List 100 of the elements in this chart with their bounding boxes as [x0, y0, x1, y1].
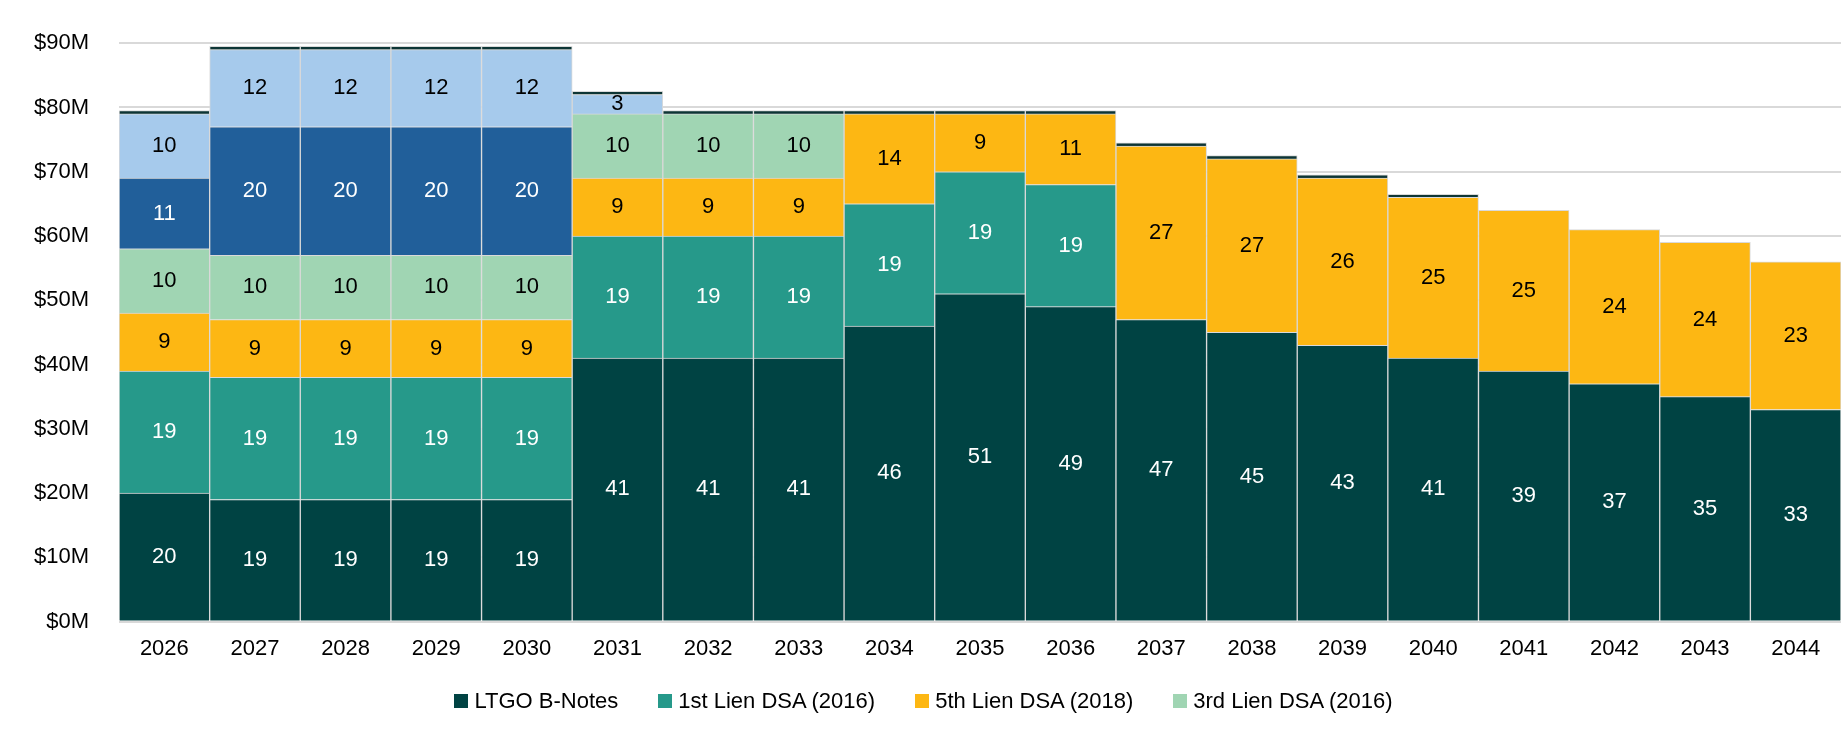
data-label: 12 — [333, 74, 358, 100]
data-label: 20 — [423, 177, 449, 203]
data-label: 47 — [1149, 456, 1174, 482]
data-label: 9 — [611, 193, 624, 219]
x-tick-label: 2038 — [1227, 634, 1277, 660]
y-tick-label: $40M — [33, 350, 90, 376]
data-label: 19 — [423, 424, 449, 450]
y-tick-label: $60M — [33, 222, 90, 248]
data-label: 23 — [1783, 321, 1808, 347]
x-tick-label: 2033 — [774, 634, 824, 660]
x-tick-label: 2032 — [683, 634, 733, 660]
y-tick-label: $70M — [33, 157, 90, 183]
data-label: 19 — [605, 283, 630, 309]
x-tick-label: 2042 — [1589, 634, 1639, 660]
y-tick-label: $50M — [33, 286, 90, 312]
data-label: 27 — [1149, 218, 1174, 244]
data-label: 19 — [786, 283, 811, 309]
data-label: 19 — [333, 546, 358, 572]
data-label: 12 — [423, 74, 449, 100]
data-label: 10 — [152, 267, 177, 293]
x-tick-label: 2041 — [1499, 634, 1549, 660]
data-label: 10 — [152, 132, 177, 158]
data-label: 10 — [786, 132, 811, 158]
x-tick-label: 2026 — [139, 634, 189, 660]
data-label: 3 — [611, 90, 624, 116]
y-tick-label: $30M — [33, 414, 90, 440]
data-label: 20 — [333, 177, 358, 203]
data-label: 25 — [1511, 276, 1537, 302]
data-label: 19 — [695, 283, 721, 309]
data-label: 10 — [242, 273, 268, 299]
data-label: 19 — [1058, 231, 1083, 257]
x-tick-label: 2031 — [593, 634, 642, 660]
data-label: 10 — [423, 273, 449, 299]
data-label: 19 — [333, 424, 358, 450]
legend-label: 5th Lien DSA (2018) — [935, 688, 1134, 714]
data-label: 10 — [605, 132, 630, 158]
data-label: 19 — [967, 218, 993, 244]
y-tick-label: $80M — [33, 93, 90, 119]
legend-label: LTGO B-Notes — [474, 688, 619, 714]
data-label: 9 — [248, 334, 262, 360]
data-label: 26 — [1330, 247, 1355, 273]
data-label: 19 — [877, 250, 902, 276]
data-label: 20 — [242, 177, 268, 203]
data-label: 33 — [1783, 501, 1808, 527]
data-label: 51 — [967, 443, 993, 469]
x-tick-label: 2040 — [1408, 634, 1458, 660]
data-label: 24 — [1692, 305, 1718, 331]
data-label: 27 — [1239, 231, 1265, 257]
data-label: 9 — [702, 193, 715, 219]
data-label: 19 — [514, 546, 540, 572]
data-label: 19 — [423, 546, 449, 572]
x-tick-label: 2027 — [230, 634, 280, 660]
x-tick-label: 2034 — [864, 634, 914, 660]
data-label: 41 — [605, 475, 630, 501]
x-tick-label: 2028 — [321, 634, 371, 660]
data-label: 20 — [152, 542, 177, 568]
data-label: 41 — [695, 475, 721, 501]
data-label: 20 — [514, 177, 540, 203]
legend-label: 3rd Lien DSA (2016) — [1193, 688, 1393, 714]
x-tick-label: 2030 — [502, 634, 552, 660]
data-label: 49 — [1058, 449, 1083, 475]
data-label: 46 — [877, 459, 902, 485]
x-tick-label: 2044 — [1771, 634, 1821, 660]
legend-label: 1st Lien DSA (2016) — [678, 688, 876, 714]
data-label: 19 — [242, 424, 268, 450]
data-label: 10 — [333, 273, 358, 299]
data-label: 19 — [514, 424, 540, 450]
x-tick-label: 2029 — [411, 634, 461, 660]
data-label: 10 — [514, 273, 540, 299]
data-label: 9 — [430, 334, 443, 360]
data-label: 43 — [1330, 468, 1355, 494]
y-tick-label: $10M — [33, 543, 90, 569]
data-label: 12 — [242, 74, 268, 100]
data-label: 24 — [1602, 292, 1627, 318]
data-label: 9 — [973, 128, 987, 154]
data-label: 11 — [1059, 135, 1083, 161]
data-label: 9 — [792, 193, 805, 219]
x-tick-label: 2036 — [1046, 634, 1096, 660]
data-label: 35 — [1692, 494, 1718, 520]
y-tick-label: $90M — [33, 29, 90, 55]
x-tick-label: 2043 — [1680, 634, 1730, 660]
data-label: 19 — [152, 418, 177, 444]
data-label: 9 — [339, 334, 352, 360]
data-label: 39 — [1511, 481, 1537, 507]
data-label: 19 — [242, 546, 268, 572]
data-label: 41 — [786, 475, 811, 501]
y-tick-label: $0M — [46, 607, 90, 633]
data-label: 12 — [514, 74, 540, 100]
x-tick-label: 2037 — [1136, 634, 1186, 660]
data-label: 9 — [158, 328, 171, 354]
data-label: 25 — [1420, 263, 1446, 289]
data-label: 10 — [695, 132, 721, 158]
data-label: 11 — [152, 199, 176, 225]
data-label: 9 — [520, 334, 533, 360]
data-label: 45 — [1239, 462, 1265, 488]
data-label: 41 — [1420, 475, 1446, 501]
data-label: 14 — [877, 144, 902, 170]
data-label: 37 — [1602, 488, 1627, 514]
x-tick-label: 2035 — [955, 634, 1005, 660]
y-tick-label: $20M — [33, 479, 90, 505]
